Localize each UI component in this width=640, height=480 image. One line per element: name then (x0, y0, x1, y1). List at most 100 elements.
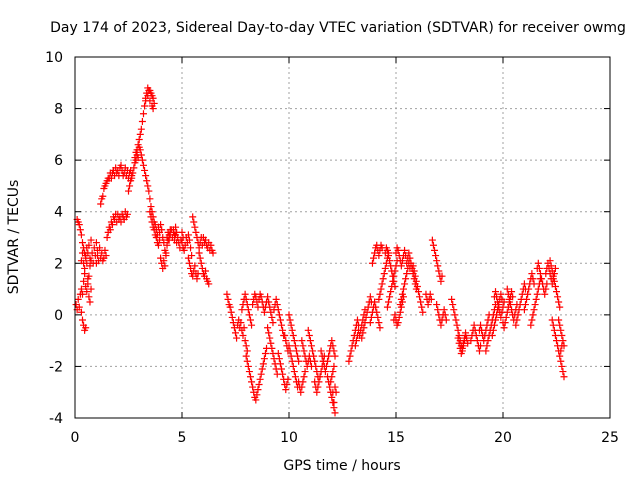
data-point (366, 319, 374, 327)
data-point (265, 329, 273, 337)
data-point (269, 319, 277, 327)
data-point (434, 306, 442, 314)
data-point (291, 342, 299, 350)
data-point (503, 285, 511, 293)
data-point (472, 331, 480, 339)
data-point (138, 156, 146, 164)
data-point (141, 102, 149, 110)
data-point (523, 295, 531, 303)
data-point (285, 342, 293, 350)
x-tick-label: 5 (178, 430, 187, 446)
data-point (449, 301, 457, 309)
data-point (146, 97, 154, 105)
data-point (386, 257, 394, 265)
data-point (78, 290, 86, 298)
data-point (558, 362, 566, 370)
x-tick-labels: 0 5 10 15 20 25 (71, 430, 619, 446)
data-point (397, 262, 405, 270)
data-point (548, 316, 556, 324)
data-point (158, 226, 166, 234)
data-point (541, 290, 549, 298)
data-point (287, 321, 295, 329)
data-point (450, 306, 458, 314)
data-point (394, 319, 402, 327)
data-point (243, 347, 251, 355)
y-tick-label: 0 (54, 308, 63, 324)
data-point (555, 298, 563, 306)
data-point (135, 136, 143, 144)
data-point (448, 295, 456, 303)
data-point (80, 259, 88, 267)
data-point (330, 362, 338, 370)
data-point (237, 319, 245, 327)
data-point (260, 308, 268, 316)
data-point (381, 264, 389, 272)
data-point (99, 192, 107, 200)
data-point (346, 352, 354, 360)
data-point (458, 344, 466, 352)
data-point (410, 267, 418, 275)
y-tick-label: 2 (54, 256, 63, 272)
data-point (244, 306, 252, 314)
y-tick-label: 4 (54, 205, 63, 221)
data-point (233, 334, 241, 342)
y-tick-labels: -4 -2 0 2 4 6 8 10 (45, 50, 63, 427)
data-point (82, 324, 90, 332)
data-point (388, 282, 396, 290)
data-point (493, 293, 501, 301)
data-point (556, 321, 564, 329)
data-point (386, 293, 394, 301)
data-point (454, 334, 462, 342)
data-point (160, 257, 168, 265)
data-point (162, 249, 170, 257)
data-point (375, 295, 383, 303)
data-point (80, 277, 88, 285)
data-point (273, 301, 281, 309)
data-point (240, 324, 248, 332)
data-point (314, 383, 322, 391)
data-point (106, 226, 114, 234)
data-point (530, 306, 538, 314)
data-point (254, 386, 262, 394)
data-point (417, 298, 425, 306)
data-point (264, 293, 272, 301)
data-point (248, 321, 256, 329)
data-point (380, 270, 388, 278)
data-point (427, 295, 435, 303)
y-tick-label: -2 (49, 359, 63, 375)
data-point (305, 331, 313, 339)
data-point (387, 288, 395, 296)
data-point (477, 342, 485, 350)
data-point (558, 331, 566, 339)
data-point (397, 295, 405, 303)
data-point (527, 321, 535, 329)
x-tick-label: 10 (280, 430, 298, 446)
data-point (87, 285, 95, 293)
data-point (370, 254, 378, 262)
data-point (484, 337, 492, 345)
data-point (307, 342, 315, 350)
data-point (375, 319, 383, 327)
data-point (226, 303, 234, 311)
data-point (77, 285, 85, 293)
data-point (412, 277, 420, 285)
data-point (97, 200, 105, 208)
data-point (441, 311, 449, 319)
data-point (528, 316, 536, 324)
data-point (287, 352, 295, 360)
data-point (242, 295, 250, 303)
data-point (275, 355, 283, 363)
data-point (371, 298, 379, 306)
data-point (147, 203, 155, 211)
data-point (331, 352, 339, 360)
data-point (549, 321, 557, 329)
data-point (401, 280, 409, 288)
data-point (278, 365, 286, 373)
data-point (138, 117, 146, 125)
data-point (391, 311, 399, 319)
x-axis-label: GPS time / hours (283, 458, 400, 474)
data-point (433, 257, 441, 265)
data-point (191, 262, 199, 270)
data-point (256, 375, 264, 383)
data-point (538, 275, 546, 283)
